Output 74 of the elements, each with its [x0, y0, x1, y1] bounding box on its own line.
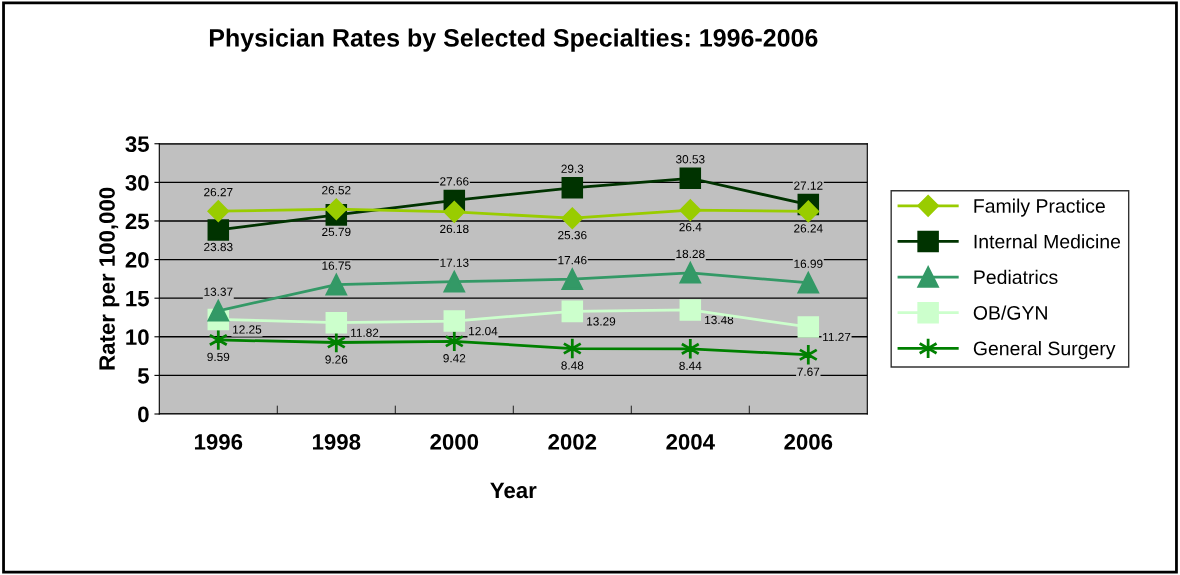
data-label: 29.3 — [561, 164, 584, 173]
y-tick-label: 5 — [137, 368, 149, 384]
data-label: 26.27 — [204, 187, 233, 197]
x-axis-title: Year — [490, 482, 537, 499]
x-tick-label: 1996 — [194, 434, 243, 450]
data-label: 27.66 — [440, 177, 469, 186]
data-label: 13.48 — [705, 315, 734, 325]
legend-label: Internal Medicine — [974, 234, 1121, 249]
data-label: 13.37 — [204, 287, 233, 296]
point — [207, 200, 230, 223]
data-label: 13.29 — [587, 317, 616, 326]
data-label: 8.48 — [561, 361, 584, 370]
x-tick-label: 1998 — [312, 434, 361, 450]
point — [797, 200, 820, 223]
data-label: 9.42 — [443, 354, 466, 363]
point — [207, 219, 230, 241]
data-label: 12.25 — [233, 325, 262, 334]
data-label: 17.46 — [558, 255, 587, 265]
point — [561, 207, 584, 230]
data-label: 17.13 — [440, 258, 469, 267]
point — [561, 177, 584, 199]
data-label: 9.26 — [325, 355, 348, 364]
data-label: 11.82 — [351, 328, 379, 337]
x-tick-label: 2000 — [430, 434, 479, 450]
data-label: 25.36 — [558, 231, 587, 240]
data-label: 26.24 — [794, 224, 823, 233]
legend-label: OB/GYN — [973, 305, 1047, 320]
data-label: 11.27 — [823, 332, 851, 342]
y-tick-label: 10 — [126, 329, 149, 346]
point — [680, 337, 701, 360]
point — [561, 268, 584, 290]
legend-label: Family Practice — [974, 198, 1105, 217]
data-label: 26.4 — [679, 222, 702, 232]
x-tick-label: 2006 — [784, 434, 833, 450]
data-label: 16.99 — [794, 259, 823, 268]
data-label: 26.52 — [322, 186, 351, 195]
x-tick-label: 2002 — [548, 434, 597, 450]
y-tick-label: 0 — [138, 406, 149, 423]
point — [207, 300, 230, 322]
point — [325, 273, 348, 296]
data-label: 8.44 — [679, 361, 702, 370]
data-label: 9.59 — [207, 352, 230, 362]
y-tick-label: 15 — [126, 290, 149, 307]
point — [208, 328, 229, 352]
data-label: 26.18 — [440, 224, 469, 234]
data-label: 12.04 — [469, 326, 498, 336]
point — [679, 299, 702, 321]
point — [679, 262, 702, 284]
point — [443, 200, 466, 223]
data-label: 30.53 — [675, 155, 705, 164]
point — [679, 167, 702, 190]
point — [325, 311, 348, 334]
point — [797, 272, 820, 294]
y-axis-title: Rater per 100,000 — [99, 187, 120, 370]
y-tick-label: 25 — [125, 213, 149, 230]
y-tick-label: 35 — [125, 136, 149, 153]
point — [561, 300, 584, 323]
data-label: 7.67 — [797, 367, 820, 376]
legend-label: Pediatrics — [974, 269, 1058, 285]
point — [679, 199, 702, 222]
data-label: 25.79 — [322, 227, 351, 237]
x-tick-label: 2004 — [666, 434, 715, 450]
legend-label: General Surgery — [973, 341, 1116, 360]
y-tick-label: 20 — [125, 252, 149, 268]
data-label: 18.28 — [676, 249, 705, 259]
data-label: 16.75 — [322, 261, 351, 270]
point — [443, 310, 466, 332]
chart-title: Physician Rates by Selected Specialties: 1996-2006 — [209, 28, 818, 52]
point — [797, 316, 820, 338]
data-label: 27.12 — [794, 181, 823, 190]
point — [325, 198, 348, 221]
point — [443, 270, 466, 293]
y-tick-label: 30 — [125, 174, 149, 191]
data-label: 23.83 — [204, 242, 233, 252]
